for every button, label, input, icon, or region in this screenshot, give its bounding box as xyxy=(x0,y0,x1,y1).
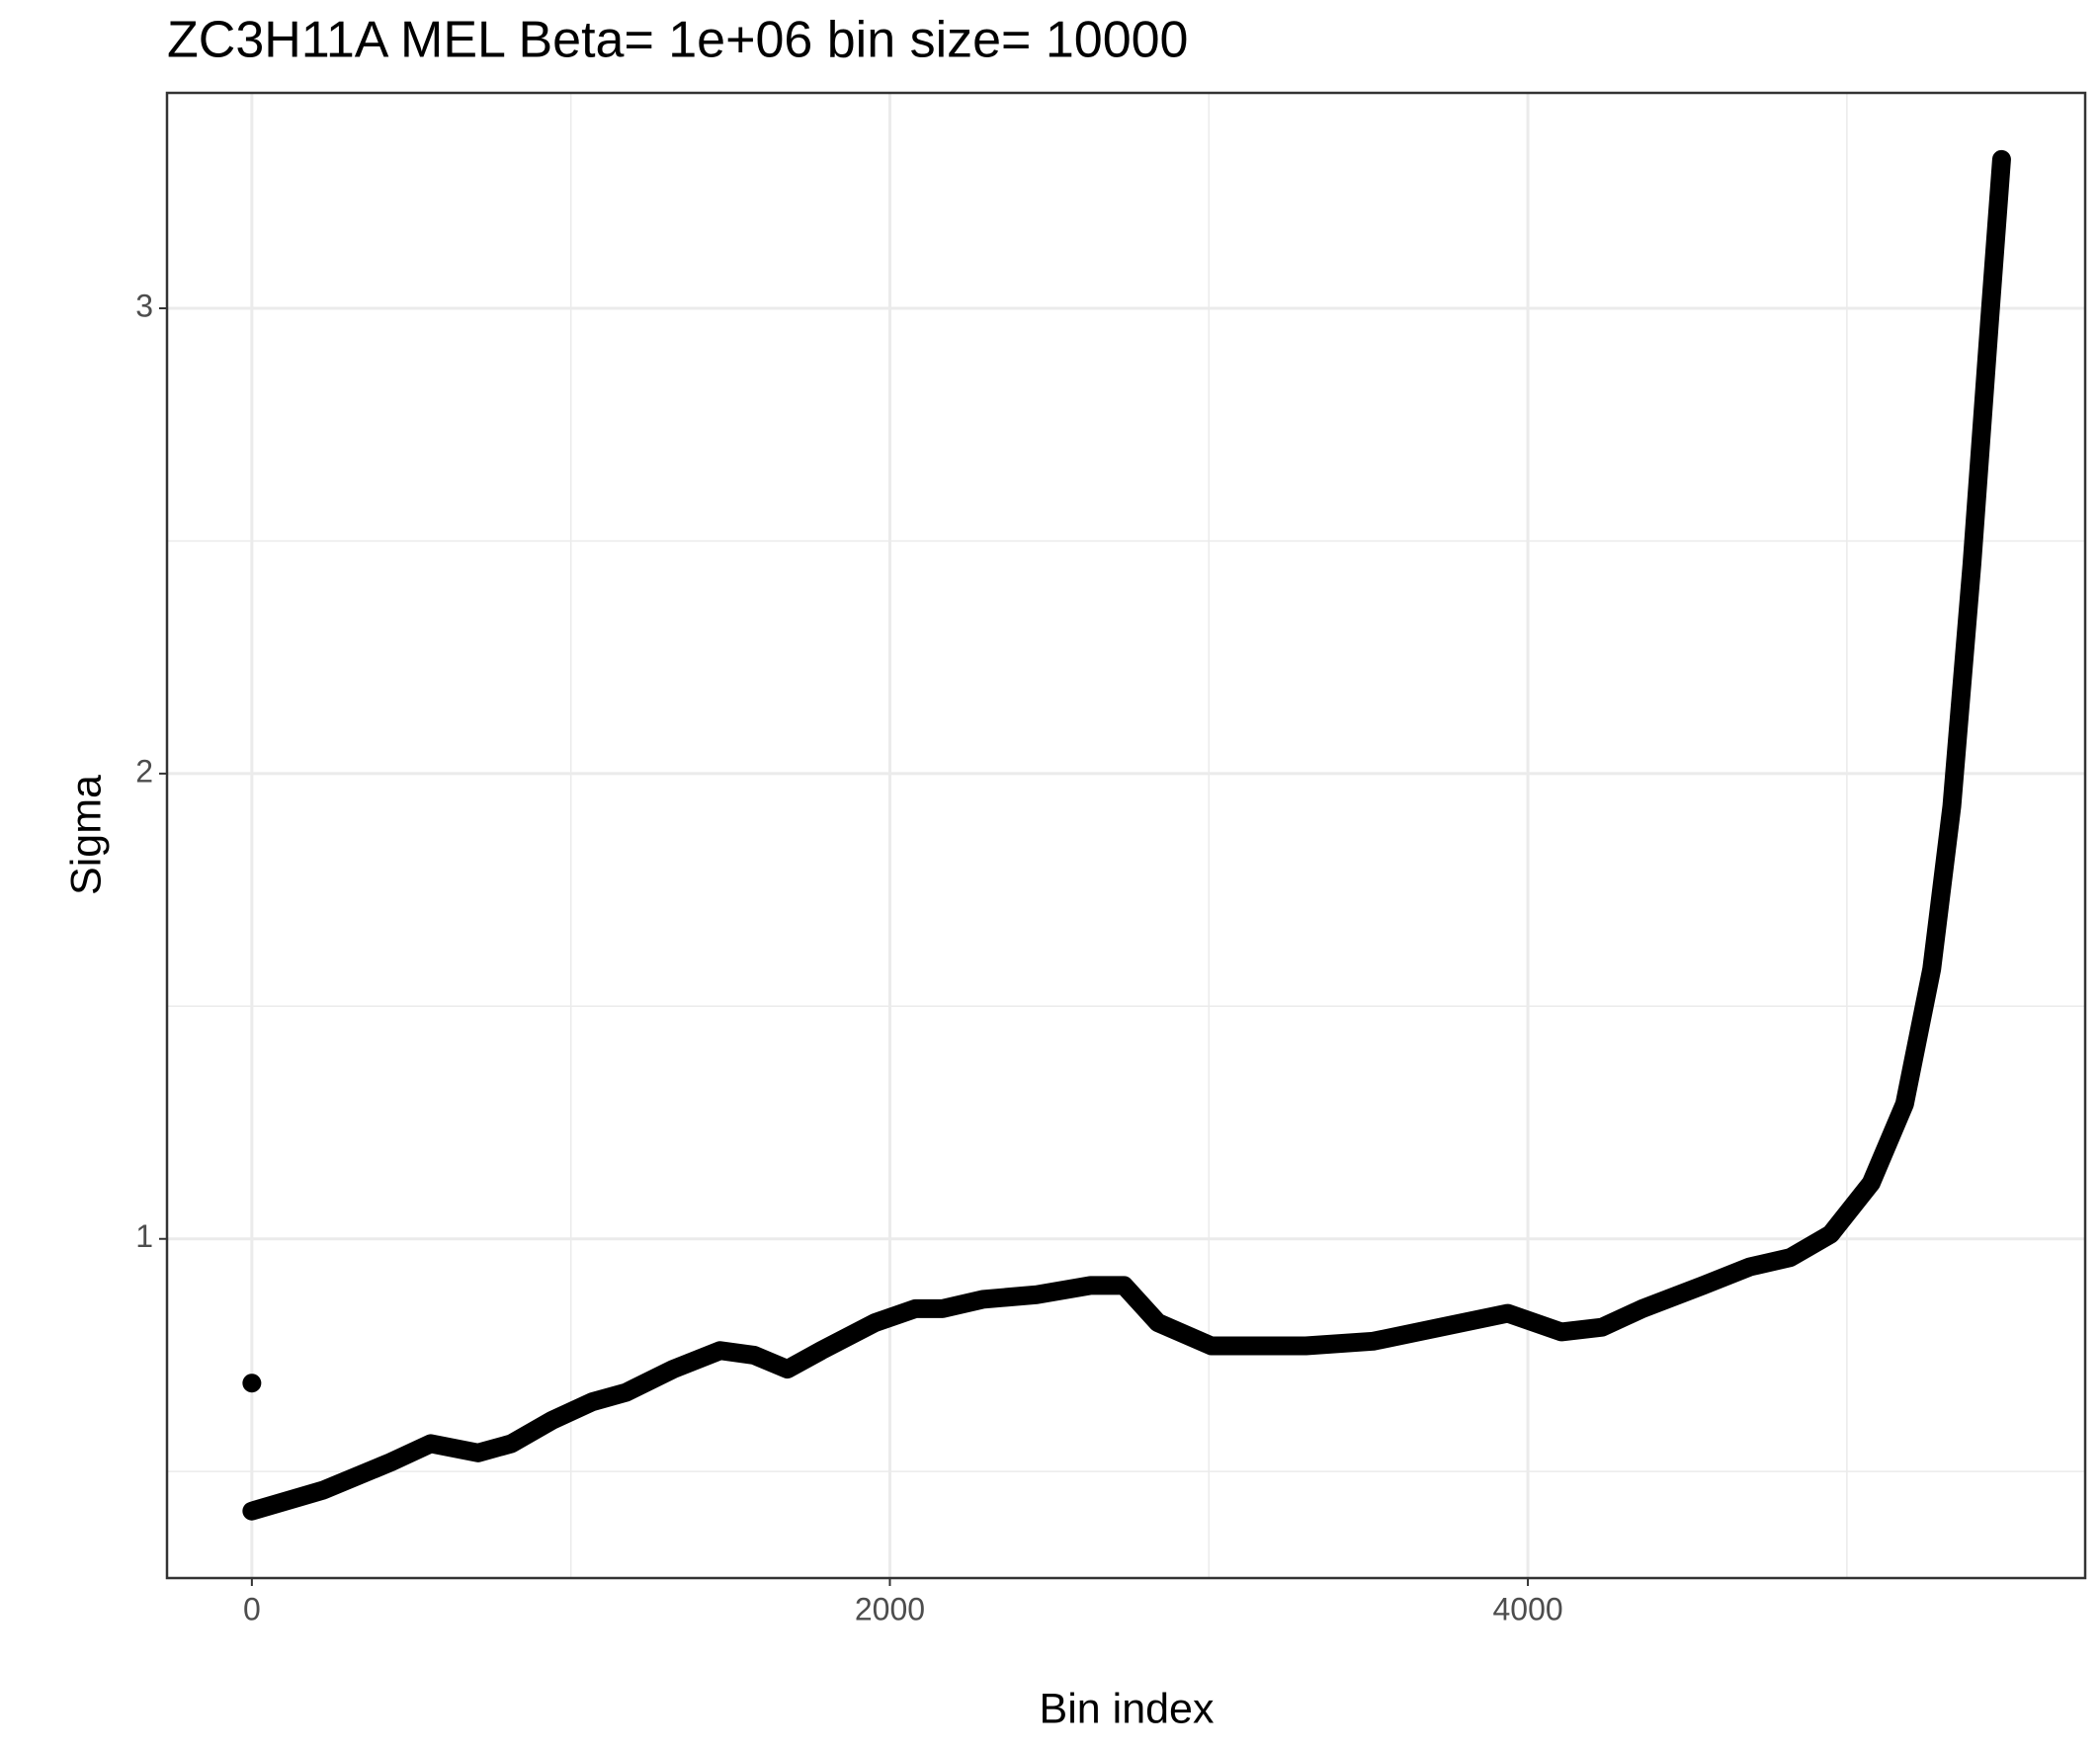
panel-border xyxy=(165,91,2087,1580)
x-tick-label: 2000 xyxy=(855,1591,925,1626)
y-axis-title: Sigma xyxy=(62,775,110,895)
data-point xyxy=(242,1374,262,1393)
data-line xyxy=(242,149,2011,1521)
y-tick-label: 2 xyxy=(135,753,153,789)
x-tick-label: 4000 xyxy=(1492,1591,1562,1626)
y-tick-label: 3 xyxy=(135,288,153,323)
x-axis-title: Bin index xyxy=(1040,1685,1215,1732)
chart-title: ZC3H11A MEL Beta= 1e+06 bin size= 10000 xyxy=(167,12,1188,69)
x-tick-label: 0 xyxy=(243,1591,261,1626)
y-tick-label: 1 xyxy=(135,1218,153,1254)
